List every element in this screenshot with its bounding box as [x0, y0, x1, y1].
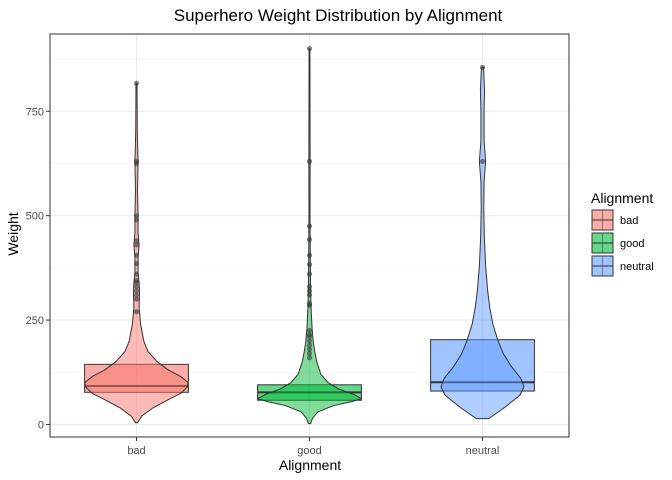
- outlier-point-bad: [133, 261, 140, 267]
- outlier-point-good: [306, 334, 313, 340]
- outlier-point-good: [306, 252, 313, 258]
- outlier-point-bad: [133, 279, 140, 286]
- outlier-point-good: [306, 158, 313, 164]
- outlier-point-neutral: [479, 64, 486, 71]
- x-tick-label: neutral: [466, 445, 500, 457]
- outlier-point-good: [306, 292, 313, 298]
- legend-label-neutral: neutral: [620, 261, 654, 273]
- outlier-point-good: [306, 271, 313, 277]
- outlier-point-bad: [133, 217, 140, 223]
- y-tick-label: 500: [26, 211, 44, 223]
- legend-label-bad: bad: [620, 215, 638, 227]
- y-tick-label: 250: [26, 315, 44, 327]
- legend: Alignment bad good neutral: [591, 190, 654, 277]
- outlier-point-good: [306, 284, 313, 290]
- outlier-point-bad: [133, 284, 140, 290]
- outlier-point-good: [306, 338, 313, 344]
- outlier-point-bad: [133, 252, 140, 258]
- outlier-point-bad: [133, 242, 140, 248]
- outlier-point-good: [306, 261, 313, 268]
- outlier-point-bad: [133, 238, 140, 244]
- outlier-point-bad: [133, 292, 140, 298]
- outlier-point-good: [306, 46, 313, 52]
- outlier-point-good: [306, 327, 313, 334]
- outlier-point-neutral: [479, 158, 486, 164]
- x-axis-title: Alignment: [279, 457, 341, 473]
- outlier-point-bad: [133, 271, 140, 277]
- chart-title: Superhero Weight Distribution by Alignme…: [174, 6, 503, 25]
- outlier-point-good: [306, 346, 313, 352]
- outlier-point-good: [306, 350, 313, 357]
- y-tick-label: 750: [26, 106, 44, 118]
- outlier-point-good: [306, 355, 313, 361]
- legend-title: Alignment: [591, 190, 653, 206]
- plot-panel: 0 250 500 750 bad good neutral: [26, 33, 570, 457]
- legend-label-good: good: [620, 238, 644, 250]
- outlier-point-bad: [133, 160, 140, 167]
- outlier-point-good: [306, 302, 313, 309]
- x-tick-label: good: [297, 445, 321, 457]
- outlier-point-bad: [133, 309, 140, 315]
- x-tick-label: bad: [127, 445, 145, 457]
- outlier-point-bad: [133, 213, 140, 219]
- outlier-point-bad: [133, 288, 140, 294]
- outlier-point-bad: [133, 296, 140, 302]
- y-axis-title: Weight: [5, 212, 21, 255]
- outlier-point-bad: [133, 80, 140, 86]
- outlier-point-good: [306, 342, 313, 348]
- outlier-point-good: [306, 236, 313, 243]
- y-tick-label: 0: [38, 419, 44, 431]
- outlier-point-good: [306, 288, 313, 294]
- outlier-point-good: [306, 223, 313, 229]
